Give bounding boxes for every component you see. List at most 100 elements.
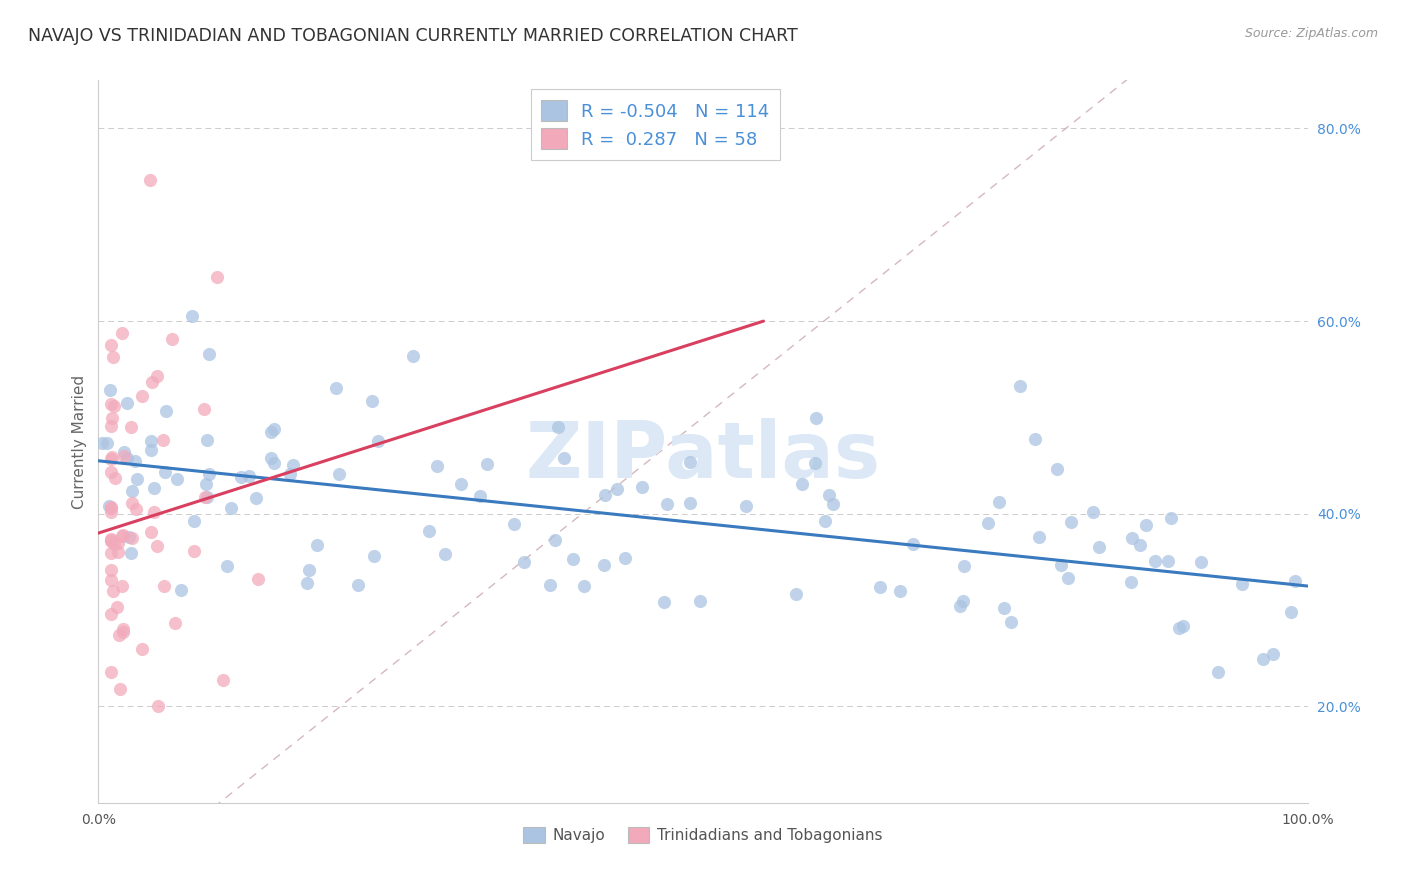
Point [1129,538,1152,552]
Point [513,555,536,569]
Point [953,558,976,573]
Point [813,515,835,529]
Point [1189,555,1212,569]
Point [503,516,526,531]
Point [166,472,188,486]
Point [105,600,128,615]
Point [165,616,187,631]
Point [1081,505,1104,519]
Point [328,467,350,482]
Point [360,394,382,409]
Point [948,599,970,613]
Point [1024,432,1046,446]
Point [1121,531,1143,545]
Point [606,482,628,496]
Point [655,497,678,511]
Point [1046,462,1069,476]
Point [121,483,143,498]
Point [325,381,347,395]
Point [183,543,205,558]
Point [993,601,1015,615]
Point [1088,540,1111,554]
Point [107,545,129,559]
Point [100,397,122,411]
Point [108,681,131,696]
Point [145,539,167,553]
Point [593,488,616,502]
Point [103,399,125,413]
Point [121,532,143,546]
Point [215,558,238,573]
Point [120,419,142,434]
Point [103,584,125,599]
Point [118,530,141,544]
Point [475,457,498,471]
Point [141,375,163,389]
Point [1157,554,1180,568]
Point [260,451,283,466]
Point [153,579,176,593]
Point [547,419,569,434]
Point [112,449,135,463]
Point [434,547,457,561]
Point [363,549,385,563]
Point [402,349,425,363]
Point [367,434,389,448]
Point [197,467,219,482]
Point [100,563,122,577]
Point [112,625,135,640]
Point [101,450,124,465]
Point [679,496,702,510]
Legend: Navajo, Trinidadians and Tobagonians: Navajo, Trinidadians and Tobagonians [517,822,889,849]
Point [207,269,229,284]
Point [1230,576,1253,591]
Point [100,665,122,680]
Point [194,477,217,491]
Point [952,594,974,608]
Point [821,497,844,511]
Point [107,536,129,550]
Point [155,403,177,417]
Point [146,699,169,714]
Point [689,593,711,607]
Point [120,546,142,560]
Point [100,452,122,467]
Point [180,310,202,324]
Point [1167,621,1189,635]
Point [1279,605,1302,619]
Point [1284,574,1306,588]
Point [263,456,285,470]
Point [679,455,702,469]
Point [100,500,122,515]
Point [194,490,217,504]
Point [295,576,318,591]
Point [183,514,205,528]
Point [219,500,242,515]
Point [152,434,174,448]
Point [1135,517,1157,532]
Point [111,529,134,543]
Point [195,433,218,447]
Point [100,534,122,549]
Point [1119,574,1142,589]
Point [125,501,148,516]
Point [142,481,165,495]
Point [1028,530,1050,544]
Point [544,533,567,547]
Point [450,477,472,491]
Point [1060,516,1083,530]
Point [263,422,285,436]
Point [593,558,616,572]
Point [104,471,127,485]
Point [112,445,135,459]
Point [572,579,595,593]
Point [735,499,758,513]
Point [468,489,491,503]
Point [125,473,148,487]
Point [804,411,827,425]
Point [124,454,146,468]
Point [278,467,301,482]
Point [553,451,575,466]
Point [1208,665,1230,679]
Point [426,459,449,474]
